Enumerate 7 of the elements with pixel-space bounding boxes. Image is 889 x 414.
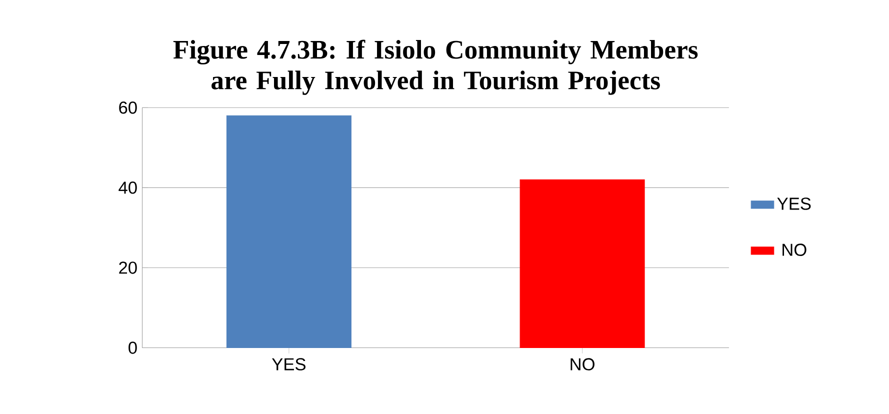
y-tick-label: 0 <box>128 342 137 354</box>
chart-title: Figure 4.7.3B: If Isiolo Community Members are Fully Involved in Tourism Projects <box>173 40 698 95</box>
legend-label: NO <box>782 244 806 256</box>
y-tick-label: 40 <box>118 182 137 194</box>
y-tick-label: 20 <box>119 262 137 274</box>
y-tick-label: 60 <box>119 102 137 114</box>
legend-label: YES <box>777 198 811 210</box>
